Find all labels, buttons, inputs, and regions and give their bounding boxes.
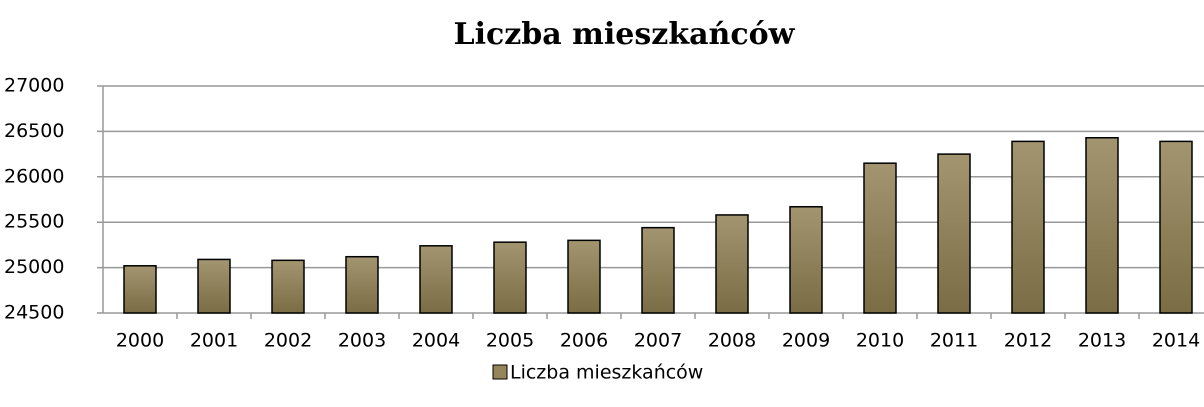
x-tick-label: 2009 — [782, 330, 830, 352]
chart-title: Liczba mieszkańców — [454, 17, 796, 52]
y-tick-label: 26500 — [4, 120, 64, 142]
y-tick-label: 25500 — [4, 211, 64, 233]
x-tick-label: 2014 — [1152, 330, 1200, 352]
bar — [937, 153, 971, 314]
bar — [1159, 140, 1193, 314]
bar — [493, 241, 527, 314]
x-tick-label: 2011 — [930, 330, 978, 352]
x-tick-label: 2004 — [412, 330, 460, 352]
x-tick-label: 2007 — [634, 330, 682, 352]
legend-label: Liczba mieszkańców — [510, 362, 703, 384]
bar — [419, 245, 453, 314]
bar — [715, 214, 749, 314]
x-tick-label: 2010 — [856, 330, 904, 352]
x-tick-label: 2005 — [486, 330, 534, 352]
bar — [345, 255, 379, 314]
legend-swatch — [492, 364, 508, 380]
y-tick-label: 27000 — [4, 75, 64, 97]
x-tick-label: 2008 — [708, 330, 756, 352]
bar — [271, 259, 305, 314]
bar — [1011, 140, 1045, 314]
y-tick-label: 24500 — [4, 302, 64, 324]
x-tick-label: 2003 — [338, 330, 386, 352]
bar — [1085, 137, 1119, 314]
bar — [863, 162, 897, 314]
y-tick-label: 25000 — [4, 256, 64, 278]
bar — [123, 265, 157, 314]
bar — [641, 226, 675, 314]
bar — [567, 239, 601, 314]
bar — [789, 206, 823, 314]
x-tick-label: 2012 — [1004, 330, 1052, 352]
bar — [197, 258, 231, 314]
x-tick-label: 2013 — [1078, 330, 1126, 352]
x-tick-label: 2002 — [264, 330, 312, 352]
x-tick-label: 2000 — [116, 330, 164, 352]
x-tick-label: 2001 — [190, 330, 238, 352]
y-tick-label: 26000 — [4, 165, 64, 187]
x-tick-label: 2006 — [560, 330, 608, 352]
